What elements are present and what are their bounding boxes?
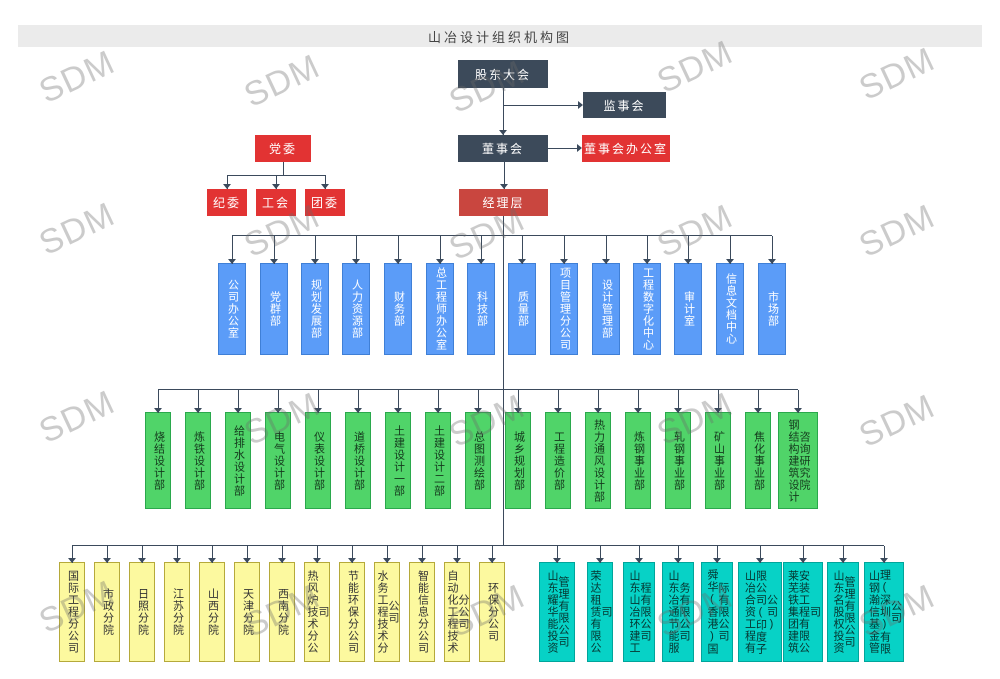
watermark-text: SDM: [238, 47, 326, 115]
connector-line: [503, 105, 578, 106]
branch-box: 市政分院: [94, 546, 120, 662]
design-dept-box: 道桥设计部: [345, 390, 371, 509]
connector-bus-line: [232, 235, 772, 236]
page-title: 山冶设计组织机构图: [427, 29, 572, 45]
design-dept-box: 焦化事业部: [745, 390, 771, 509]
watermark-text: SDM: [853, 197, 941, 265]
subsidiary-box: 山东山冶环建工程有限公司: [623, 546, 655, 662]
branch-box: 江苏分院: [164, 546, 190, 662]
watermark-text: SDM: [651, 197, 739, 265]
branch-box: 天津分院: [234, 546, 260, 662]
connector-bus-line: [158, 389, 798, 390]
dept-box: 设计管理部: [592, 236, 620, 355]
design-dept-box: 总图测绘部: [465, 390, 491, 509]
design-dept-box: 给排水设计部: [225, 390, 251, 509]
design-dept-box: 电气设计部: [265, 390, 291, 509]
design-dept-box: 炼铁设计部: [185, 390, 211, 509]
dept-box: 科技部: [467, 236, 495, 355]
dept-box: 财务部: [384, 236, 412, 355]
branch-box: 日照分院: [129, 546, 155, 662]
design-dept-box: 矿山事业部: [705, 390, 731, 509]
subsidiary-box: 山钢瀚信基金管理(深圳)有限公司: [864, 546, 904, 662]
dept-box: 总工程师办公室: [426, 236, 454, 355]
connector-line: [548, 148, 577, 149]
management-layer-box: 经理层: [459, 162, 548, 216]
party-child-box: 工会: [256, 175, 296, 216]
subsidiary-box: 山东耀华能投资管理有限公司: [539, 546, 575, 662]
watermark-text: SDM: [33, 383, 121, 451]
design-dept-box: 热力通风设计部: [585, 390, 611, 509]
branch-box: 热风炉技术分公司: [304, 546, 330, 662]
branch-box: 智能信息分公司: [409, 546, 435, 662]
dept-box: 规划发展部: [301, 236, 329, 355]
dept-box: 信息文档中心: [716, 236, 744, 355]
branch-box: 自动化工程技术分公司: [444, 546, 470, 662]
connector-bus-line: [72, 545, 884, 546]
watermark-text: SDM: [853, 40, 941, 108]
dept-box: 项目管理分公司: [550, 236, 578, 355]
dept-box: 公司办公室: [218, 236, 246, 355]
design-dept-box: 土建设计二部: [425, 390, 451, 509]
connector-arrow-right: [578, 101, 583, 109]
branch-box: 山西分院: [199, 546, 225, 662]
subsidiary-box: 山东名股权投资管理有限公司: [827, 546, 859, 662]
dept-box: 审计室: [674, 236, 702, 355]
design-dept-box: 轧钢事业部: [665, 390, 691, 509]
shareholders-meeting-box: 股东大会: [458, 60, 548, 88]
dept-box: 市场部: [758, 236, 786, 355]
design-dept-box: 钢结构建筑设计咨询研究院: [778, 390, 818, 509]
branch-box: 西南分院: [269, 546, 295, 662]
party-child-box: 纪委: [207, 175, 247, 216]
design-dept-box: 炼钢事业部: [625, 390, 651, 509]
watermark-text: SDM: [33, 43, 121, 111]
subsidiary-box: 荣达租赁有限公司: [587, 546, 613, 662]
dept-box: 质量部: [508, 236, 536, 355]
subsidiary-box: 舜华(香港)国际有限公司: [701, 546, 733, 662]
design-dept-box: 仪表设计部: [305, 390, 331, 509]
branch-box: 国际工程分公司: [59, 546, 85, 662]
subsidiary-box: 莱芜铁集团建筑安装工程有限公司: [783, 546, 823, 662]
design-dept-box: 工程造价部: [545, 390, 571, 509]
watermark-text: SDM: [853, 387, 941, 455]
connector-line: [283, 162, 284, 175]
branch-box: 环保分公司: [479, 546, 505, 662]
dept-box: 党群部: [260, 236, 288, 355]
dept-box: 工程数字化中心: [633, 236, 661, 355]
design-dept-box: 烧结设计部: [145, 390, 171, 509]
branch-box: 水务工程技术分公司: [374, 546, 400, 662]
dept-box: 人力资源部: [342, 236, 370, 355]
design-dept-box: 城乡规划部: [505, 390, 531, 509]
branch-box: 节能环保分公司: [339, 546, 365, 662]
chart-title-bar: 山冶设计组织机构图: [18, 25, 982, 47]
connector-arrow-right: [577, 144, 582, 152]
watermark-text: SDM: [33, 195, 121, 263]
supervisory-board-box: 监事会: [583, 92, 666, 118]
subsidiary-box: 山东冶通节能服务有限公司: [662, 546, 694, 662]
design-dept-box: 土建设计一部: [385, 390, 411, 509]
connector-trunk-line: [503, 216, 504, 545]
subsidiary-box: 山冶合资工程有限公司(印度子公司): [738, 546, 782, 662]
board-office-box: 董事会办公室: [582, 135, 670, 162]
party-child-box: 团委: [305, 175, 345, 216]
party-committee-box: 党委: [255, 135, 311, 162]
board-of-directors-box: 董事会: [458, 88, 548, 162]
